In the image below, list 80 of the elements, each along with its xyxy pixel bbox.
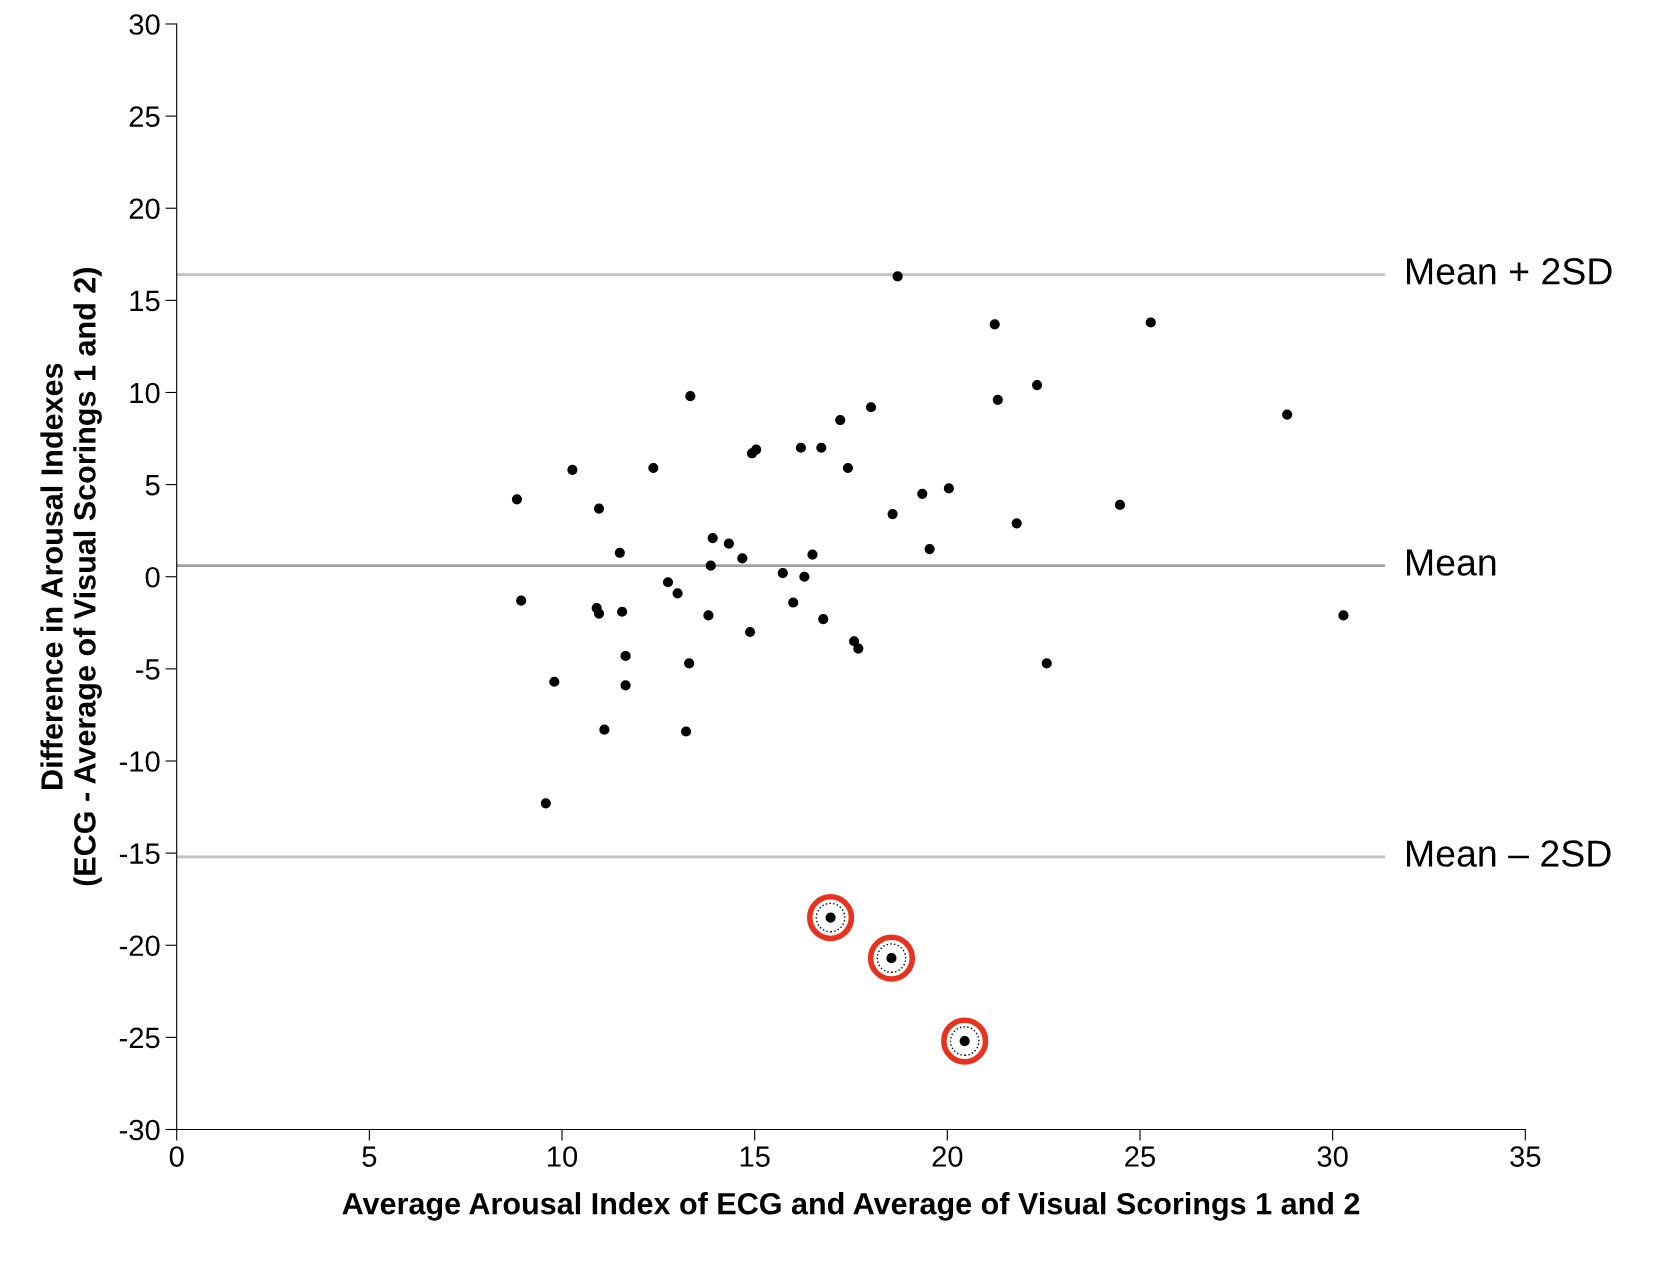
point bbox=[1145, 317, 1156, 328]
point bbox=[816, 442, 827, 453]
point bbox=[567, 464, 578, 475]
point bbox=[549, 676, 560, 687]
point bbox=[681, 726, 692, 737]
point bbox=[807, 549, 818, 560]
point bbox=[842, 462, 854, 474]
y-tick-label: 5 bbox=[145, 475, 160, 496]
point bbox=[777, 567, 788, 579]
point bbox=[1114, 499, 1126, 510]
point bbox=[707, 532, 718, 544]
ref-line-label: Mean + 2SD bbox=[1407, 258, 1612, 285]
point bbox=[723, 538, 734, 549]
point bbox=[848, 636, 860, 647]
point bbox=[795, 442, 806, 453]
point bbox=[917, 488, 928, 499]
point bbox=[941, 1017, 989, 1065]
y-tick-label: -25 bbox=[119, 1027, 160, 1049]
point bbox=[892, 271, 903, 282]
x-tick-label: 5 bbox=[362, 1146, 377, 1167]
point bbox=[648, 462, 659, 474]
point bbox=[1011, 518, 1022, 529]
point bbox=[684, 658, 695, 669]
x-tick-label: 25 bbox=[1125, 1146, 1155, 1167]
y-tick-label: -5 bbox=[136, 659, 160, 680]
point bbox=[1041, 658, 1052, 669]
point bbox=[614, 547, 625, 558]
point bbox=[924, 544, 935, 555]
x-axis-title: Average Arousal Index of ECG and Average of Visual Scorings 1 and 2 bbox=[342, 1192, 1360, 1221]
point bbox=[853, 643, 864, 654]
ref-line-label: Mean bbox=[1407, 549, 1496, 576]
y-tick-label: 0 bbox=[145, 566, 160, 588]
point bbox=[703, 610, 714, 621]
x-tick-label: 30 bbox=[1317, 1146, 1348, 1167]
point bbox=[599, 724, 610, 735]
point bbox=[705, 560, 716, 571]
point bbox=[620, 650, 631, 662]
x-tick-label: 15 bbox=[740, 1146, 770, 1167]
point bbox=[511, 494, 523, 505]
point bbox=[620, 680, 631, 691]
y-tick-label: -10 bbox=[119, 751, 160, 772]
point bbox=[593, 503, 605, 514]
y-tick-label: -15 bbox=[119, 843, 160, 864]
point bbox=[989, 319, 1000, 330]
point bbox=[737, 553, 748, 564]
point bbox=[593, 608, 605, 619]
point bbox=[887, 509, 898, 520]
y-tick-label: 15 bbox=[130, 290, 160, 312]
y-tick-label: 30 bbox=[129, 14, 160, 35]
point bbox=[1338, 610, 1349, 621]
point bbox=[1282, 409, 1293, 420]
point bbox=[799, 571, 810, 582]
point bbox=[1032, 380, 1043, 391]
point bbox=[617, 606, 628, 617]
y-tick-label: -20 bbox=[119, 935, 160, 957]
point bbox=[516, 595, 527, 606]
point bbox=[806, 893, 855, 942]
point bbox=[818, 614, 829, 625]
point bbox=[992, 394, 1003, 405]
point bbox=[744, 626, 756, 638]
x-tick-label: 0 bbox=[169, 1146, 184, 1167]
x-tick-label: 10 bbox=[548, 1146, 578, 1167]
point bbox=[672, 588, 683, 599]
y-tick-label: -30 bbox=[119, 1119, 160, 1141]
point bbox=[835, 415, 846, 426]
point bbox=[685, 391, 696, 402]
point bbox=[867, 934, 916, 982]
point bbox=[540, 798, 551, 809]
point bbox=[751, 444, 762, 455]
y-tick-label: 10 bbox=[130, 382, 160, 404]
x-tick-label: 20 bbox=[932, 1146, 963, 1167]
point bbox=[943, 483, 954, 494]
x-tick-label: 35 bbox=[1510, 1146, 1541, 1167]
point bbox=[865, 402, 877, 413]
point bbox=[788, 597, 799, 608]
y-axis-title: Difference in Arousal Indexes (ECG - Average of Visual Scorings 1 and 2) bbox=[40, 268, 102, 886]
y-tick-label: 25 bbox=[129, 106, 160, 127]
y-tick-label: 20 bbox=[129, 198, 160, 220]
ref-line-label: Mean – 2SD bbox=[1407, 840, 1611, 867]
point bbox=[662, 577, 674, 588]
